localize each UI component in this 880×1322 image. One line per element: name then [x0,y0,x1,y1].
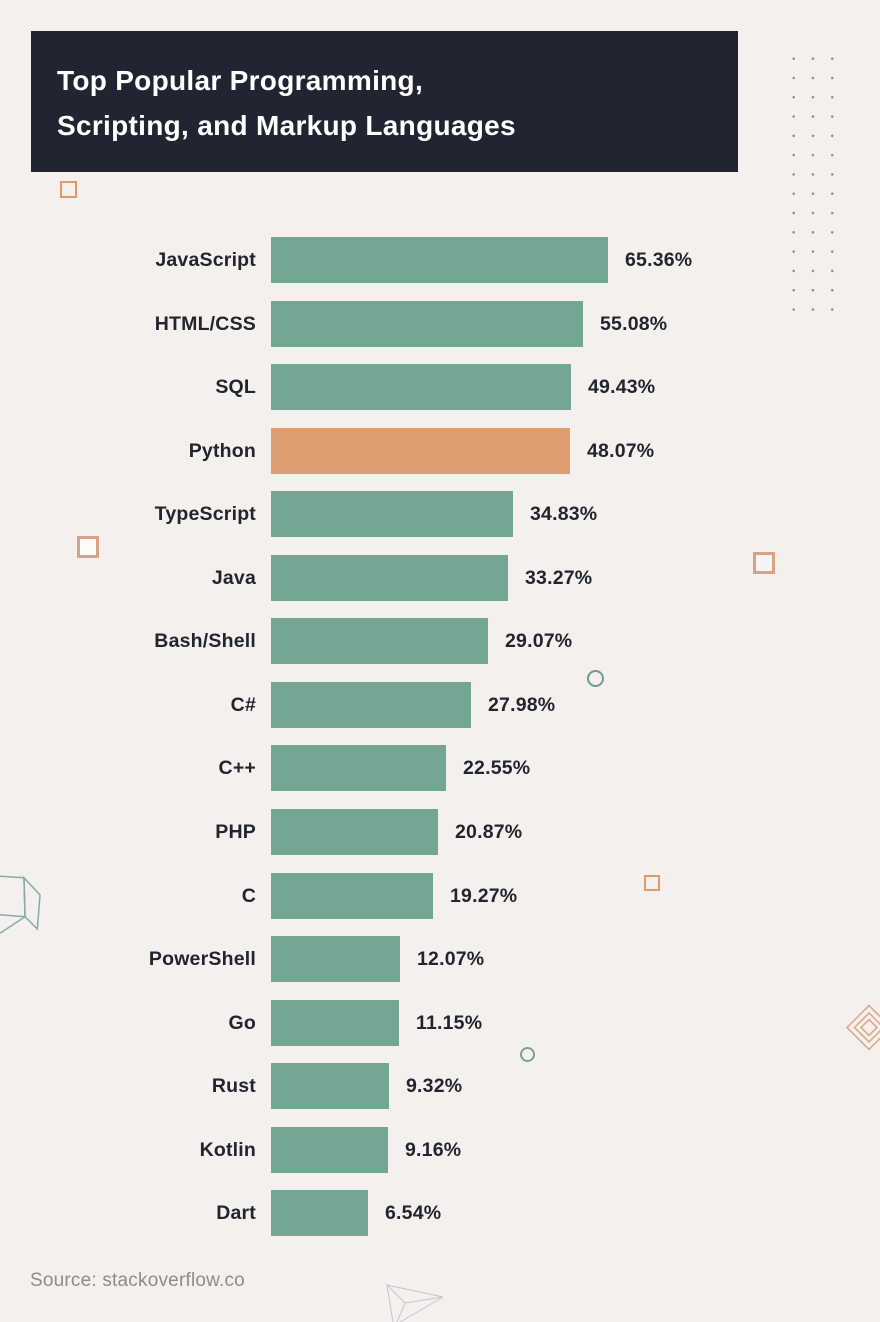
page-title-line-1: Top Popular Programming, [57,65,424,96]
chart-row: PowerShell 12.07% [0,936,880,983]
bar [271,936,400,983]
bar-value: 19.27% [450,884,518,907]
bar-value: 55.08% [600,312,668,335]
bar [271,618,488,665]
bar [271,364,571,411]
square-ornament-lower-right [644,875,660,891]
chart-row: PHP 20.87% [0,808,880,855]
chart-row: Bash/Shell 29.07% [0,618,880,665]
bar-label: C [241,884,256,907]
bar-value: 11.15% [416,1011,483,1034]
bar-value: 29.07% [505,630,573,653]
chart-row: C 19.27% [0,872,880,919]
chart-row: C# 27.98% [0,681,880,728]
bar [271,872,433,919]
paper-plane-wireframe-ornament [385,1284,444,1322]
bar-label: PowerShell [148,948,256,971]
bar [271,491,513,538]
source-attribution: Source: stackoverflow.co [30,1270,245,1291]
dot-grid-ornament [780,44,836,314]
bar-label: Go [228,1011,256,1034]
bar [271,999,399,1046]
bar-value: 9.32% [406,1075,463,1098]
bar-label: TypeScript [154,503,256,526]
square-ornament-mid-right [753,552,775,574]
bar [271,808,438,855]
bar-value: 34.83% [530,503,598,526]
header-banner: Top Popular Programming, Scripting, and … [31,31,738,172]
chart-row: C++ 22.55% [0,745,880,792]
bar [271,427,570,474]
bar [271,745,446,792]
bar [271,1190,368,1237]
circle-ornament-upper [587,670,604,687]
page-title-line-2: Scripting, and Markup Languages [57,110,516,141]
bar-value: 9.16% [405,1138,462,1161]
bar-value: 49.43% [588,376,656,399]
bar-value: 12.07% [417,948,485,971]
chart-row: Python 48.07% [0,427,880,474]
chart-row: SQL 49.43% [0,364,880,411]
chart-row: TypeScript 34.83% [0,491,880,538]
chart-row: Kotlin 9.16% [0,1126,880,1173]
bar [271,237,608,283]
bar [271,681,471,728]
bar [271,1126,388,1173]
bar-label: Dart [216,1202,256,1225]
square-ornament-mid-left [77,536,99,558]
bar-label: Java [211,566,256,589]
bar-label: C# [230,693,256,716]
chart-row: HTML/CSS 55.08% [0,300,880,347]
bar [271,554,508,601]
bar-value: 33.27% [525,566,593,589]
bar-label: Kotlin [199,1138,256,1161]
chart-row: Java 33.27% [0,554,880,601]
square-ornament-top-left [60,181,77,198]
bar-label: PHP [215,820,256,843]
chart-row: Dart 6.54% [0,1190,880,1237]
bar-value: 27.98% [488,693,556,716]
chart-row: JavaScript 65.36% [0,237,880,283]
bar-label: SQL [215,376,256,399]
bar-value: 65.36% [625,249,693,271]
bar-value: 48.07% [587,439,655,462]
chart-row: Go 11.15% [0,999,880,1046]
chart-row: Rust 9.32% [0,1063,880,1110]
bar-value: 22.55% [463,757,531,780]
bar-chart: JavaScript 65.36% HTML/CSS 55.08% SQL 49… [0,237,880,1257]
bar-label: Rust [211,1075,256,1098]
bar-label: Bash/Shell [154,630,256,653]
diamond-wireframe-ornament [845,1004,880,1051]
bar-label: JavaScript [155,249,256,271]
bar-label: HTML/CSS [154,312,256,335]
bar [271,300,583,347]
bar-value: 6.54% [385,1202,442,1225]
bar-value: 20.87% [455,820,523,843]
bar [271,1063,389,1110]
page-title: Top Popular Programming, Scripting, and … [57,58,738,148]
cube-wireframe-ornament [0,875,41,934]
bar-label: Python [188,439,256,462]
bar-label: C++ [218,757,256,780]
circle-ornament-lower [520,1047,535,1062]
